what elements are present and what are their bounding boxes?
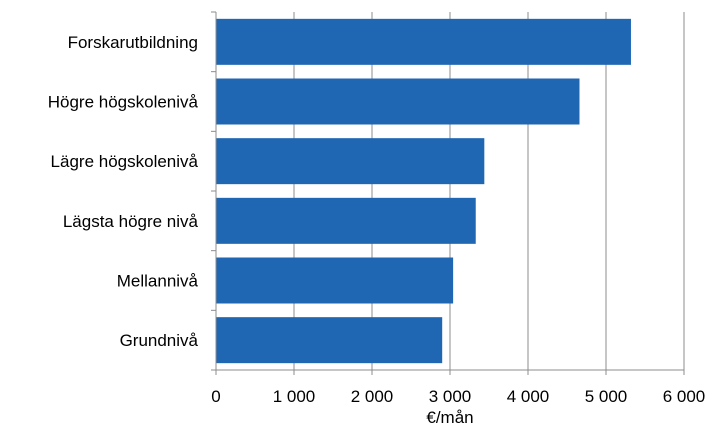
x-tick-label: 3 000 xyxy=(429,387,472,406)
category-label: Grundnivå xyxy=(120,331,199,350)
x-tick-label: 0 xyxy=(211,387,220,406)
x-tick-label: 2 000 xyxy=(351,387,394,406)
bar xyxy=(216,18,631,65)
bars xyxy=(216,18,631,364)
category-label: Lägsta högre nivå xyxy=(63,212,199,231)
category-label: Forskarutbildning xyxy=(68,33,198,52)
x-tick-label: 6 000 xyxy=(663,387,706,406)
bar xyxy=(216,138,485,185)
bar xyxy=(216,197,476,244)
x-tick-label: 1 000 xyxy=(273,387,316,406)
category-label: Lägre högskolenivå xyxy=(51,152,199,171)
x-axis-title: €/mån xyxy=(426,408,473,427)
x-tick-label: 4 000 xyxy=(507,387,550,406)
x-tick-labels: 0 1 000 2 000 3 000 4 000 5 000 6 000 xyxy=(211,387,705,406)
gridlines xyxy=(293,12,685,370)
bar xyxy=(216,317,443,364)
bar xyxy=(216,78,580,125)
category-labels: Forskarutbildning Högre högskolenivå Lägre… xyxy=(48,33,199,350)
bar xyxy=(216,257,454,304)
axes xyxy=(211,11,685,375)
x-tick-label: 5 000 xyxy=(585,387,628,406)
category-label: Högre högskolenivå xyxy=(48,93,199,112)
category-label: Mellannivå xyxy=(117,272,199,291)
